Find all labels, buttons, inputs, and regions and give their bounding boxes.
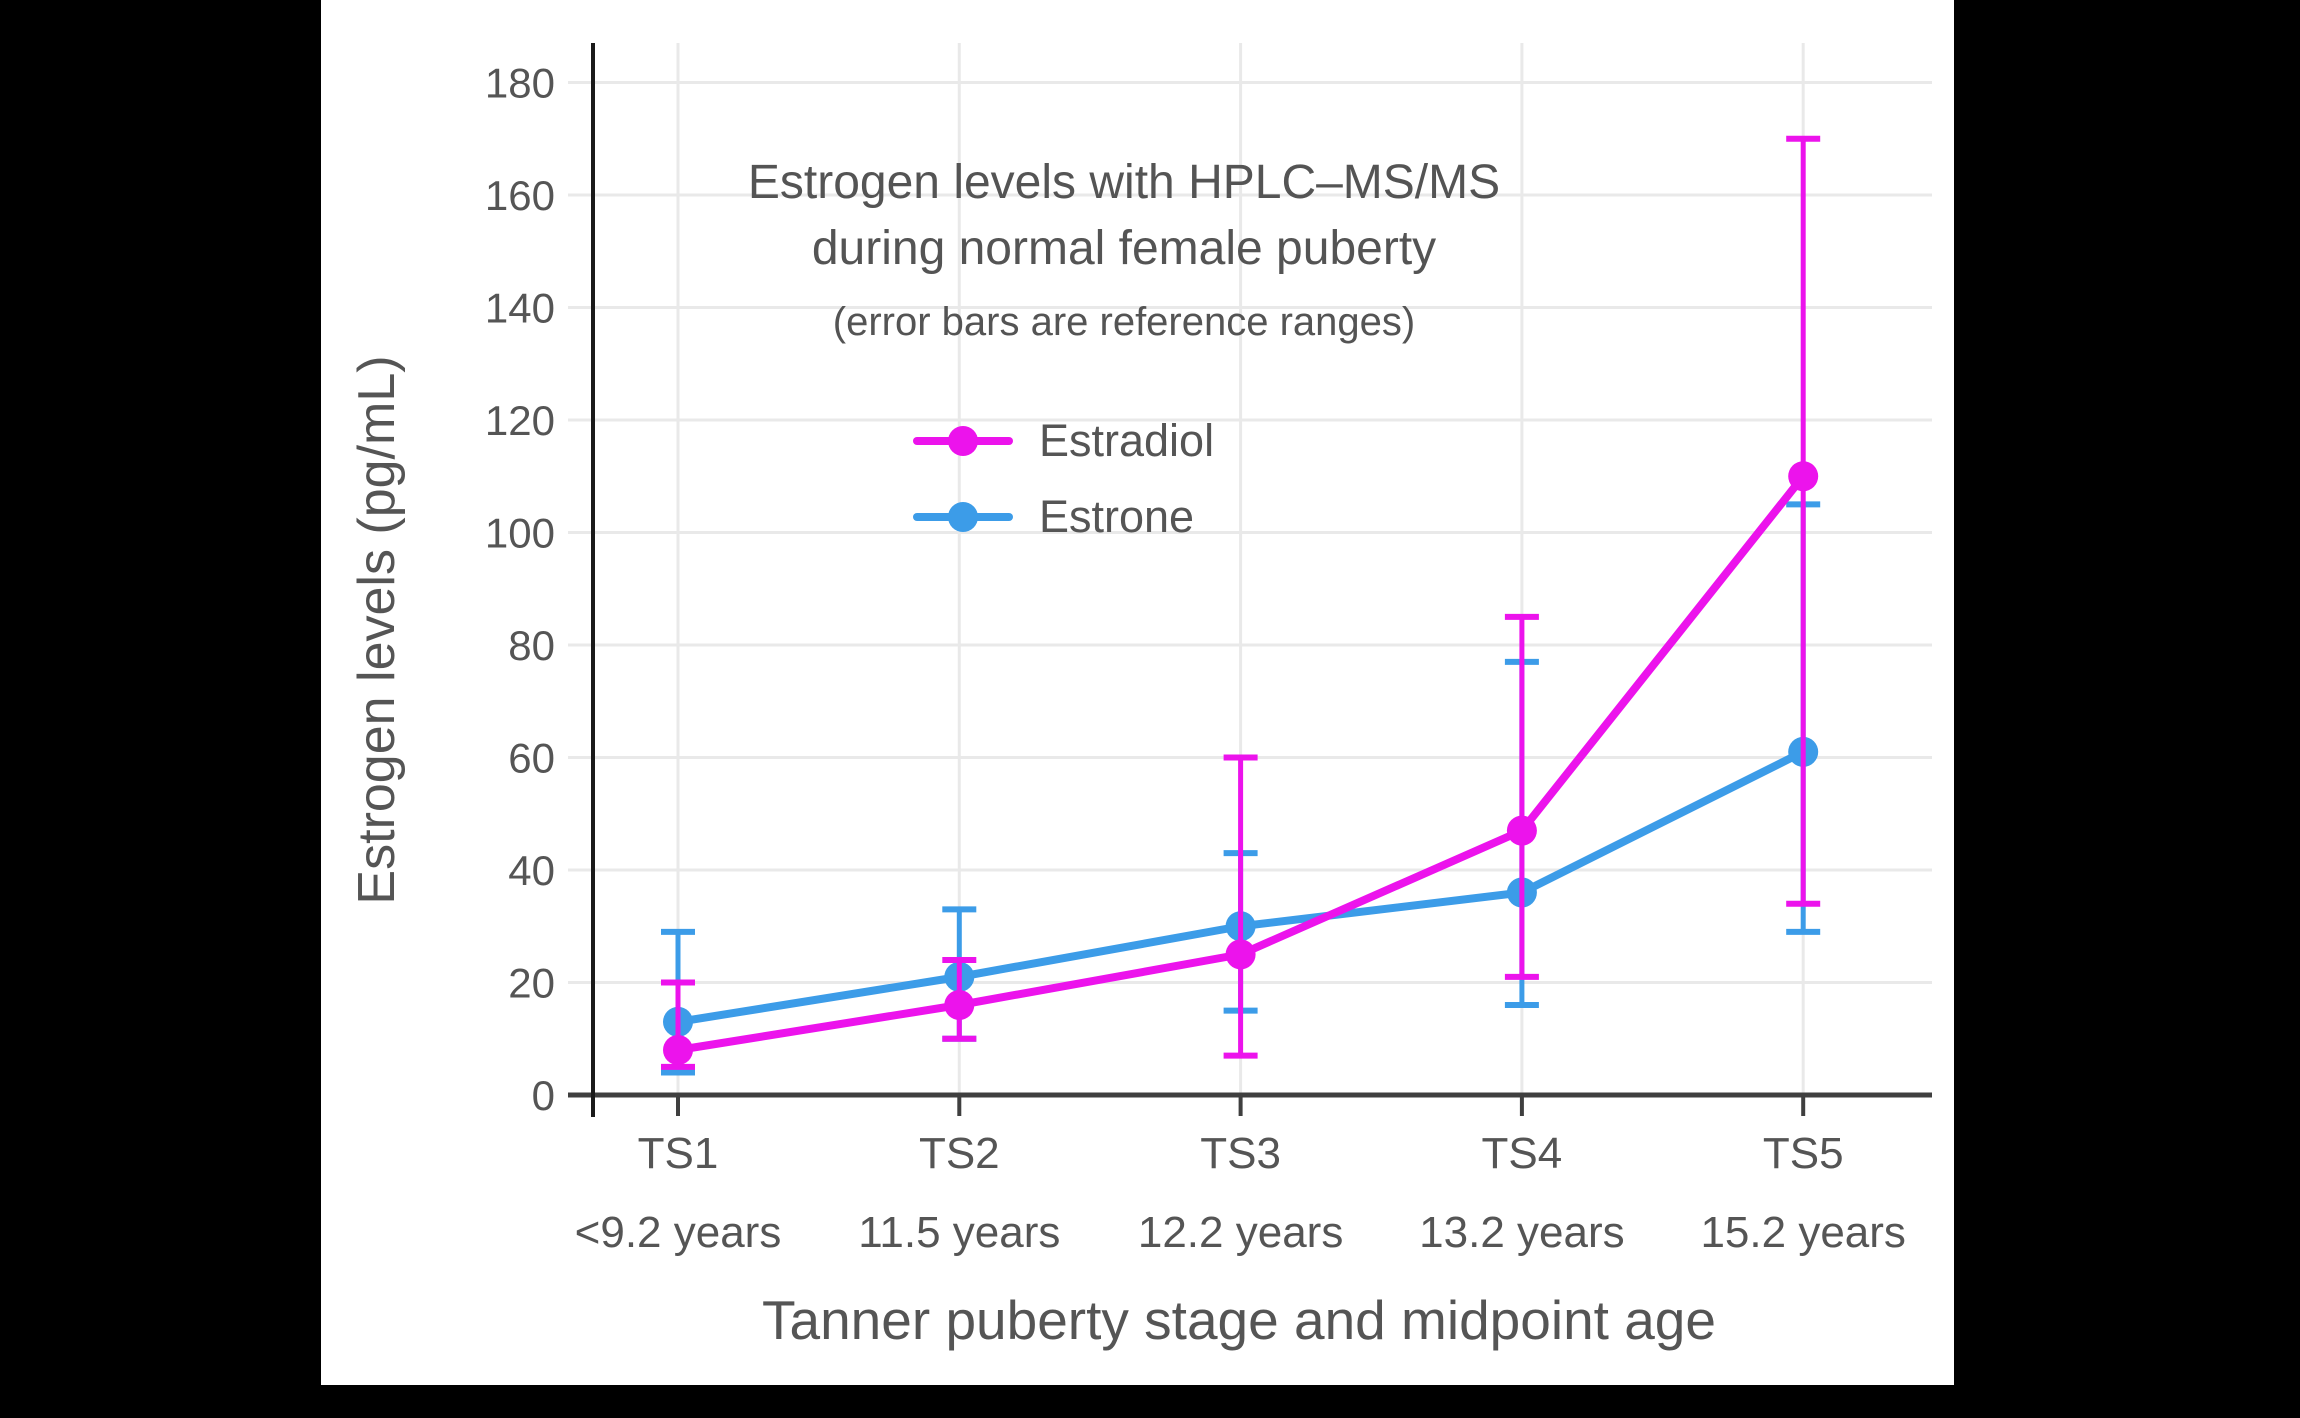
svg-text:TS2: TS2: [919, 1129, 1000, 1178]
legend-item-estradiol: Estradiol: [913, 408, 1214, 474]
svg-text:180: 180: [485, 60, 555, 107]
svg-text:12.2 years: 12.2 years: [1138, 1208, 1343, 1257]
svg-text:11.5 years: 11.5 years: [858, 1208, 1060, 1257]
chart-legend: Estradiol Estrone: [913, 408, 1214, 550]
chart-subtitle: (error bars are reference ranges): [832, 300, 1416, 344]
legend-swatch: [913, 500, 1013, 534]
legend-swatch: [913, 424, 1013, 458]
svg-text:<9.2 years: <9.2 years: [575, 1208, 782, 1257]
legend-label: Estrone: [1039, 491, 1195, 542]
svg-text:TS5: TS5: [1763, 1129, 1844, 1178]
svg-text:0: 0: [532, 1072, 555, 1119]
svg-text:40: 40: [508, 847, 555, 894]
svg-text:120: 120: [485, 397, 555, 444]
chart-title-line1: Estrogen levels with HPLC–MS/MS: [747, 156, 1501, 209]
svg-text:80: 80: [508, 622, 555, 669]
svg-text:140: 140: [485, 285, 555, 332]
legend-label: Estradiol: [1039, 415, 1215, 466]
y-axis-title: Estrogen levels (pg/mL): [348, 355, 406, 905]
chart-title-line2: during normal female puberty: [811, 222, 1437, 275]
chart-canvas: 0 20 40 60 80 100 120 140 160 180 TS1 TS2 TS3 TS4 TS5 <…: [321, 0, 1954, 1385]
chart-title: Estrogen levels with HPLC–MS/MS during n…: [624, 150, 1624, 346]
svg-text:TS3: TS3: [1200, 1129, 1281, 1178]
svg-text:TS1: TS1: [638, 1129, 719, 1178]
x-axis-title: Tanner puberty stage and midpoint age: [762, 1289, 1716, 1351]
svg-text:20: 20: [508, 960, 555, 1007]
svg-text:160: 160: [485, 172, 555, 219]
svg-text:15.2 years: 15.2 years: [1700, 1208, 1905, 1257]
svg-text:TS4: TS4: [1482, 1129, 1563, 1178]
svg-text:60: 60: [508, 735, 555, 782]
legend-item-estrone: Estrone: [913, 484, 1214, 550]
svg-text:13.2 years: 13.2 years: [1419, 1208, 1624, 1257]
line-chart-plot: 0 20 40 60 80 100 120 140 160 180 TS1 TS2 TS3 TS4 TS5 <…: [485, 43, 1932, 1257]
svg-text:100: 100: [485, 510, 555, 557]
